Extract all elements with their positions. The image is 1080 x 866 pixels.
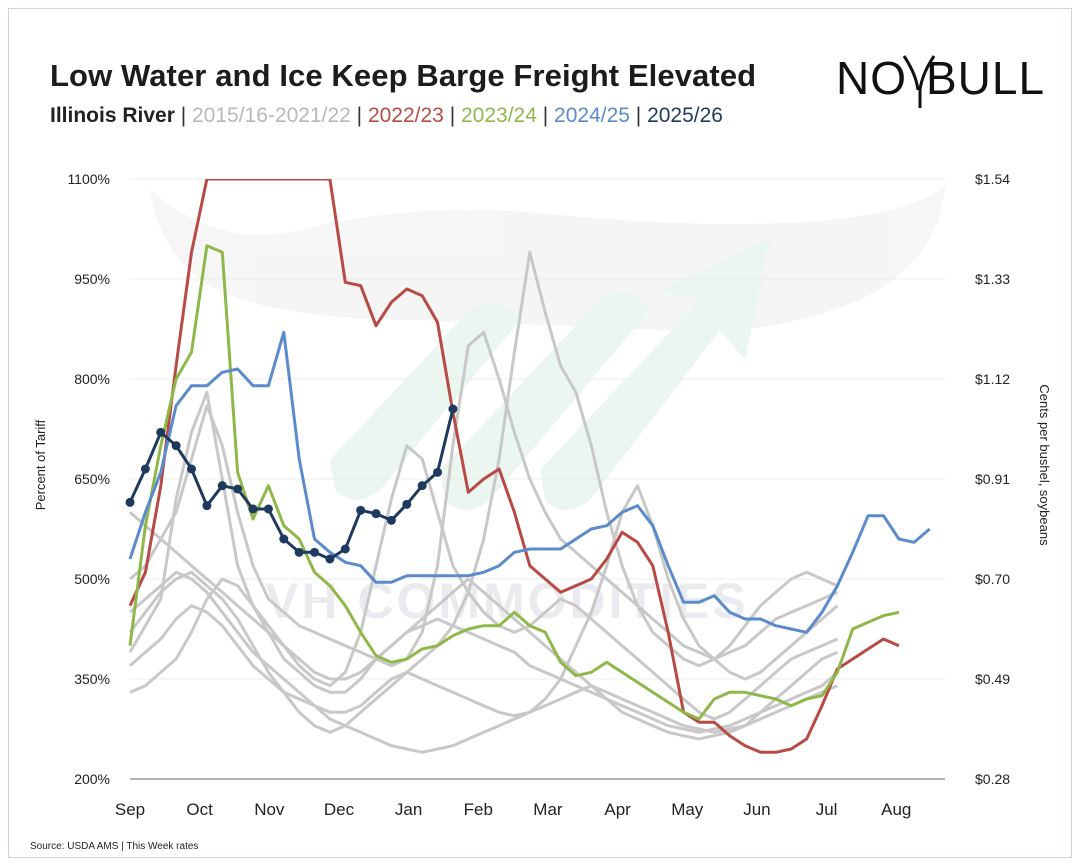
series-line: [128, 408, 455, 561]
y2-tick-label: $1.54: [975, 171, 1010, 187]
x-tick-label: Jul: [816, 800, 838, 819]
series-2025-26: [125, 404, 458, 564]
y-tick-label: 1100%: [67, 171, 110, 187]
y-tick-label: 800%: [74, 371, 110, 387]
series-line: [129, 511, 838, 741]
data-point: [263, 504, 273, 514]
series-2015-16-2021-22: [129, 484, 839, 718]
data-point: [325, 554, 335, 564]
x-tick-label: Jan: [395, 800, 422, 819]
data-point: [356, 505, 366, 515]
data-point: [340, 544, 350, 554]
y-tick-label: 950%: [74, 271, 110, 287]
y2-tick-label: $0.28: [975, 771, 1010, 787]
y-axis-left: 1100% 950% 800% 650% 500% 350% 200%: [67, 171, 110, 787]
data-point: [248, 504, 258, 514]
series-2024-25: [128, 330, 931, 634]
data-point: [125, 497, 135, 507]
data-point: [402, 499, 412, 509]
series-line: [129, 570, 838, 754]
data-point: [448, 404, 458, 414]
subtitle-river: Illinois River: [50, 104, 175, 127]
series-line: [129, 330, 838, 668]
series-line: [128, 179, 900, 754]
subtitle-separator: |: [443, 104, 461, 127]
x-axis: Sep Oct Nov Dec Jan Feb Mar Apr May Jun Jul Aug: [115, 800, 911, 819]
legend-entry: 2022/23: [367, 104, 444, 127]
subtitle-separator: |: [629, 104, 648, 127]
data-point: [279, 534, 289, 544]
series-lines: [125, 179, 931, 754]
data-point: [217, 481, 227, 491]
series-line: [128, 250, 838, 734]
subtitle-separator: |: [536, 104, 555, 127]
x-tick-label: Sep: [115, 800, 145, 819]
y-tick-label: 350%: [74, 671, 110, 687]
data-point: [140, 464, 150, 474]
svg-text:BULL: BULL: [926, 52, 1044, 104]
legend-entry: 2024/25: [554, 104, 630, 127]
no-bull-logo: NO BULL: [836, 52, 1044, 108]
y-tick-label: 650%: [74, 471, 110, 487]
data-point: [433, 467, 443, 477]
y2-tick-label: $0.49: [975, 671, 1010, 687]
y2-tick-label: $1.12: [975, 371, 1010, 387]
y2-tick-label: $0.91: [975, 471, 1010, 487]
series-2015-16-2021-22: [129, 570, 838, 754]
watermark-graphic: [150, 185, 945, 510]
y2-tick-label: $0.70: [975, 571, 1010, 587]
x-tick-label: Nov: [254, 800, 285, 819]
series-2022-23: [128, 179, 900, 754]
legend-entry: 2025/26: [647, 104, 723, 127]
series-line: [129, 444, 838, 721]
data-point: [310, 547, 320, 557]
source-note: Source: USDA AMS | This Week rates: [30, 841, 199, 852]
y-axis-label-right: Cents per bushel, soybeans: [1037, 384, 1052, 546]
x-tick-label: Mar: [533, 800, 563, 819]
subtitle-separator: |: [350, 104, 368, 127]
gridlines: [130, 178, 945, 780]
data-point: [171, 441, 181, 451]
y-tick-label: 200%: [74, 771, 110, 787]
data-point: [156, 427, 166, 437]
series-2015-16-2021-22: [129, 511, 838, 741]
data-point: [202, 501, 212, 511]
subtitle-separator: |: [174, 104, 192, 127]
x-tick-label: Dec: [324, 800, 355, 819]
y2-tick-label: $1.33: [975, 271, 1010, 287]
svg-text:NO: NO: [836, 52, 907, 104]
x-tick-label: Aug: [881, 800, 911, 819]
chart-title: Low Water and Ice Keep Barge Freight Ele…: [50, 58, 757, 93]
series-2015-16-2021-22: [129, 444, 838, 721]
data-point: [371, 509, 381, 519]
data-point: [233, 484, 243, 494]
legend-entry: 2015/16-2021/22: [192, 104, 351, 127]
series-2015-16-2021-22: [129, 330, 838, 668]
data-point: [294, 547, 304, 557]
y-tick-label: 500%: [74, 571, 110, 587]
chart-subtitle-legend: Illinois River | 2015/16-2021/22 | 2022/…: [50, 104, 723, 128]
series-line: [129, 484, 839, 718]
series-2015-16-2021-22: [128, 250, 838, 734]
y-axis-right: $1.54 $1.33 $1.12 $0.91 $0.70 $0.49 $0.28: [975, 171, 1010, 787]
data-point: [187, 464, 197, 474]
x-tick-label: Apr: [604, 800, 631, 819]
x-tick-label: Oct: [186, 800, 213, 819]
x-tick-label: Feb: [464, 800, 493, 819]
x-tick-label: Jun: [743, 800, 770, 819]
data-point: [386, 515, 396, 525]
data-point: [417, 481, 427, 491]
legend-entry: 2023/24: [460, 104, 537, 127]
x-tick-label: May: [671, 800, 704, 819]
y-axis-label-left: Percent of Tariff: [33, 419, 48, 510]
series-line: [128, 330, 931, 634]
